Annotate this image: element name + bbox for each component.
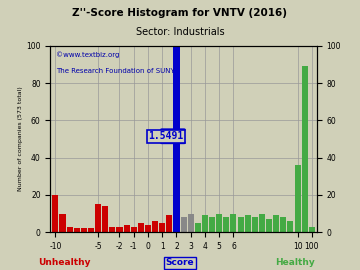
- Bar: [266, 219, 272, 232]
- Bar: [109, 227, 116, 232]
- Bar: [238, 217, 244, 232]
- Bar: [74, 228, 80, 232]
- Bar: [131, 227, 137, 232]
- Bar: [188, 214, 194, 232]
- Bar: [117, 227, 122, 232]
- Bar: [195, 223, 201, 232]
- Bar: [145, 225, 151, 232]
- Bar: [216, 214, 222, 232]
- Bar: [181, 217, 186, 232]
- Text: ©www.textbiz.org: ©www.textbiz.org: [56, 52, 119, 58]
- Bar: [67, 227, 73, 232]
- Bar: [174, 46, 180, 232]
- Bar: [273, 215, 279, 232]
- Bar: [52, 195, 58, 232]
- Bar: [223, 217, 229, 232]
- Bar: [202, 215, 208, 232]
- Text: Z''-Score Histogram for VNTV (2016): Z''-Score Histogram for VNTV (2016): [72, 8, 288, 18]
- Y-axis label: Number of companies (573 total): Number of companies (573 total): [18, 87, 23, 191]
- Text: Sector: Industrials: Sector: Industrials: [136, 27, 224, 37]
- Text: Unhealthy: Unhealthy: [39, 258, 91, 267]
- Bar: [294, 165, 301, 232]
- Bar: [102, 206, 108, 232]
- Bar: [245, 215, 251, 232]
- Bar: [95, 204, 101, 232]
- Bar: [302, 66, 308, 232]
- Text: 1.5491: 1.5491: [148, 131, 183, 141]
- Bar: [138, 223, 144, 232]
- Bar: [309, 227, 315, 232]
- Text: The Research Foundation of SUNY: The Research Foundation of SUNY: [56, 68, 175, 74]
- Bar: [59, 214, 66, 232]
- Bar: [259, 214, 265, 232]
- Bar: [159, 223, 165, 232]
- Bar: [209, 217, 215, 232]
- Bar: [88, 228, 94, 232]
- Bar: [123, 225, 130, 232]
- Bar: [166, 215, 172, 232]
- Text: Healthy: Healthy: [275, 258, 315, 267]
- Text: Score: Score: [166, 258, 194, 267]
- Bar: [81, 228, 87, 232]
- Bar: [152, 221, 158, 232]
- Bar: [252, 217, 258, 232]
- Bar: [287, 221, 293, 232]
- Bar: [230, 214, 237, 232]
- Bar: [280, 217, 286, 232]
